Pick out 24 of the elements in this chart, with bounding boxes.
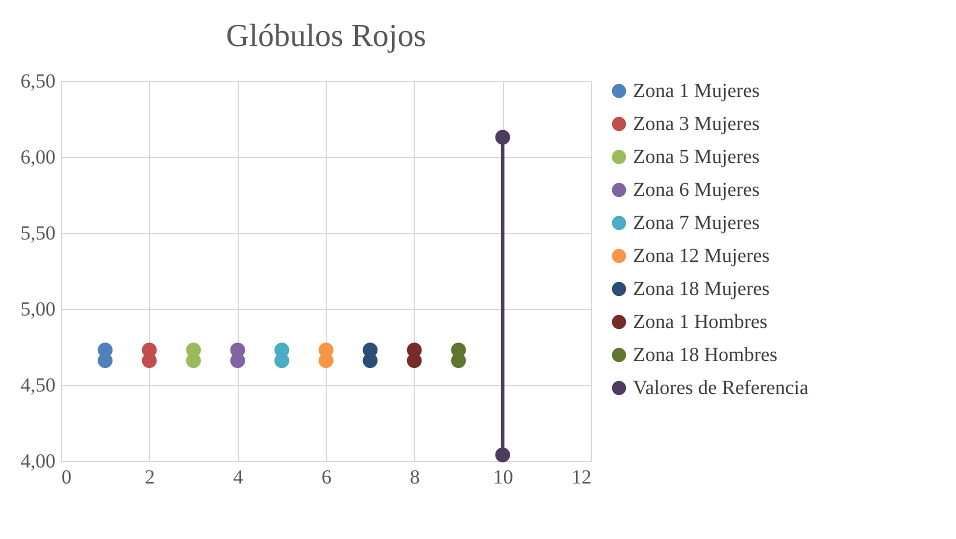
y-tick-label: 5,50 — [20, 222, 56, 244]
legend-label: Zona 1 Mujeres — [633, 80, 760, 102]
x-tick-label: 2 — [144, 466, 155, 488]
x-tick-label: 12 — [572, 466, 592, 488]
y-tick-label: 6,50 — [20, 70, 56, 92]
y-tick-label: 4,50 — [20, 374, 56, 396]
x-tick-label: 6 — [322, 466, 332, 488]
chart-title: Glóbulos Rojos — [226, 17, 426, 53]
legend-label: Zona 7 Mujeres — [633, 212, 760, 234]
legend-label: Zona 5 Mujeres — [633, 146, 760, 168]
x-tick-label: 8 — [410, 466, 420, 488]
x-tick-label: 0 — [62, 466, 72, 488]
legend-label: Zona 6 Mujeres — [633, 179, 760, 201]
y-tick-label: 5,00 — [20, 298, 56, 320]
x-tick-label: 4 — [233, 466, 244, 488]
legend-label: Valores de Referencia — [633, 377, 809, 399]
y-tick-label: 4,00 — [20, 450, 56, 472]
legend-label: Zona 18 Hombres — [633, 344, 778, 366]
legend-label: Zona 18 Mujeres — [633, 278, 770, 300]
legend-label: Zona 3 Mujeres — [633, 113, 760, 135]
legend-label: Zona 1 Hombres — [633, 311, 768, 333]
legend-label: Zona 12 Mujeres — [633, 245, 770, 267]
y-tick-label: 6,00 — [20, 146, 56, 168]
x-tick-label: 10 — [493, 466, 514, 488]
